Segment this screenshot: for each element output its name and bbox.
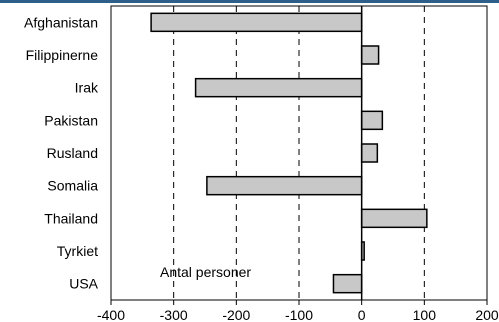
x-tick-label: 200	[475, 307, 499, 322]
x-tick-label: -100	[285, 307, 313, 322]
category-labels: Afghanistan Filippinerne Irak Pakistan Rusla…	[24, 14, 99, 291]
x-tick-label: -400	[97, 307, 125, 322]
x-tick-label: 100	[413, 307, 437, 322]
bar	[150, 12, 363, 33]
bar	[360, 143, 379, 163]
category-label: Thailand	[44, 210, 98, 226]
bar	[332, 273, 363, 294]
bar	[360, 45, 380, 65]
category-label: Rusland	[47, 145, 98, 161]
category-label: Irak	[75, 80, 99, 96]
x-tick-label: 0	[358, 307, 366, 322]
bar	[360, 208, 428, 229]
bar	[360, 110, 384, 131]
category-label: Tyrkiet	[57, 243, 98, 259]
header-accent-line	[0, 0, 499, 3]
bar	[206, 175, 363, 196]
category-label: USA	[69, 276, 98, 292]
category-label: Pakistan	[44, 112, 98, 128]
x-tick-label: -200	[222, 307, 250, 322]
bar	[194, 77, 363, 98]
grid-lines	[173, 6, 425, 300]
x-tick-label: -300	[160, 307, 188, 322]
category-label: Afghanistan	[24, 14, 98, 30]
category-label: Filippinerne	[26, 47, 99, 63]
category-label: Somalia	[47, 178, 98, 194]
bars	[150, 12, 428, 294]
chart-annotation: Antal personer	[160, 264, 251, 280]
x-axis-ticks: -400 -300 -200 -100 0 100 200	[97, 300, 499, 322]
